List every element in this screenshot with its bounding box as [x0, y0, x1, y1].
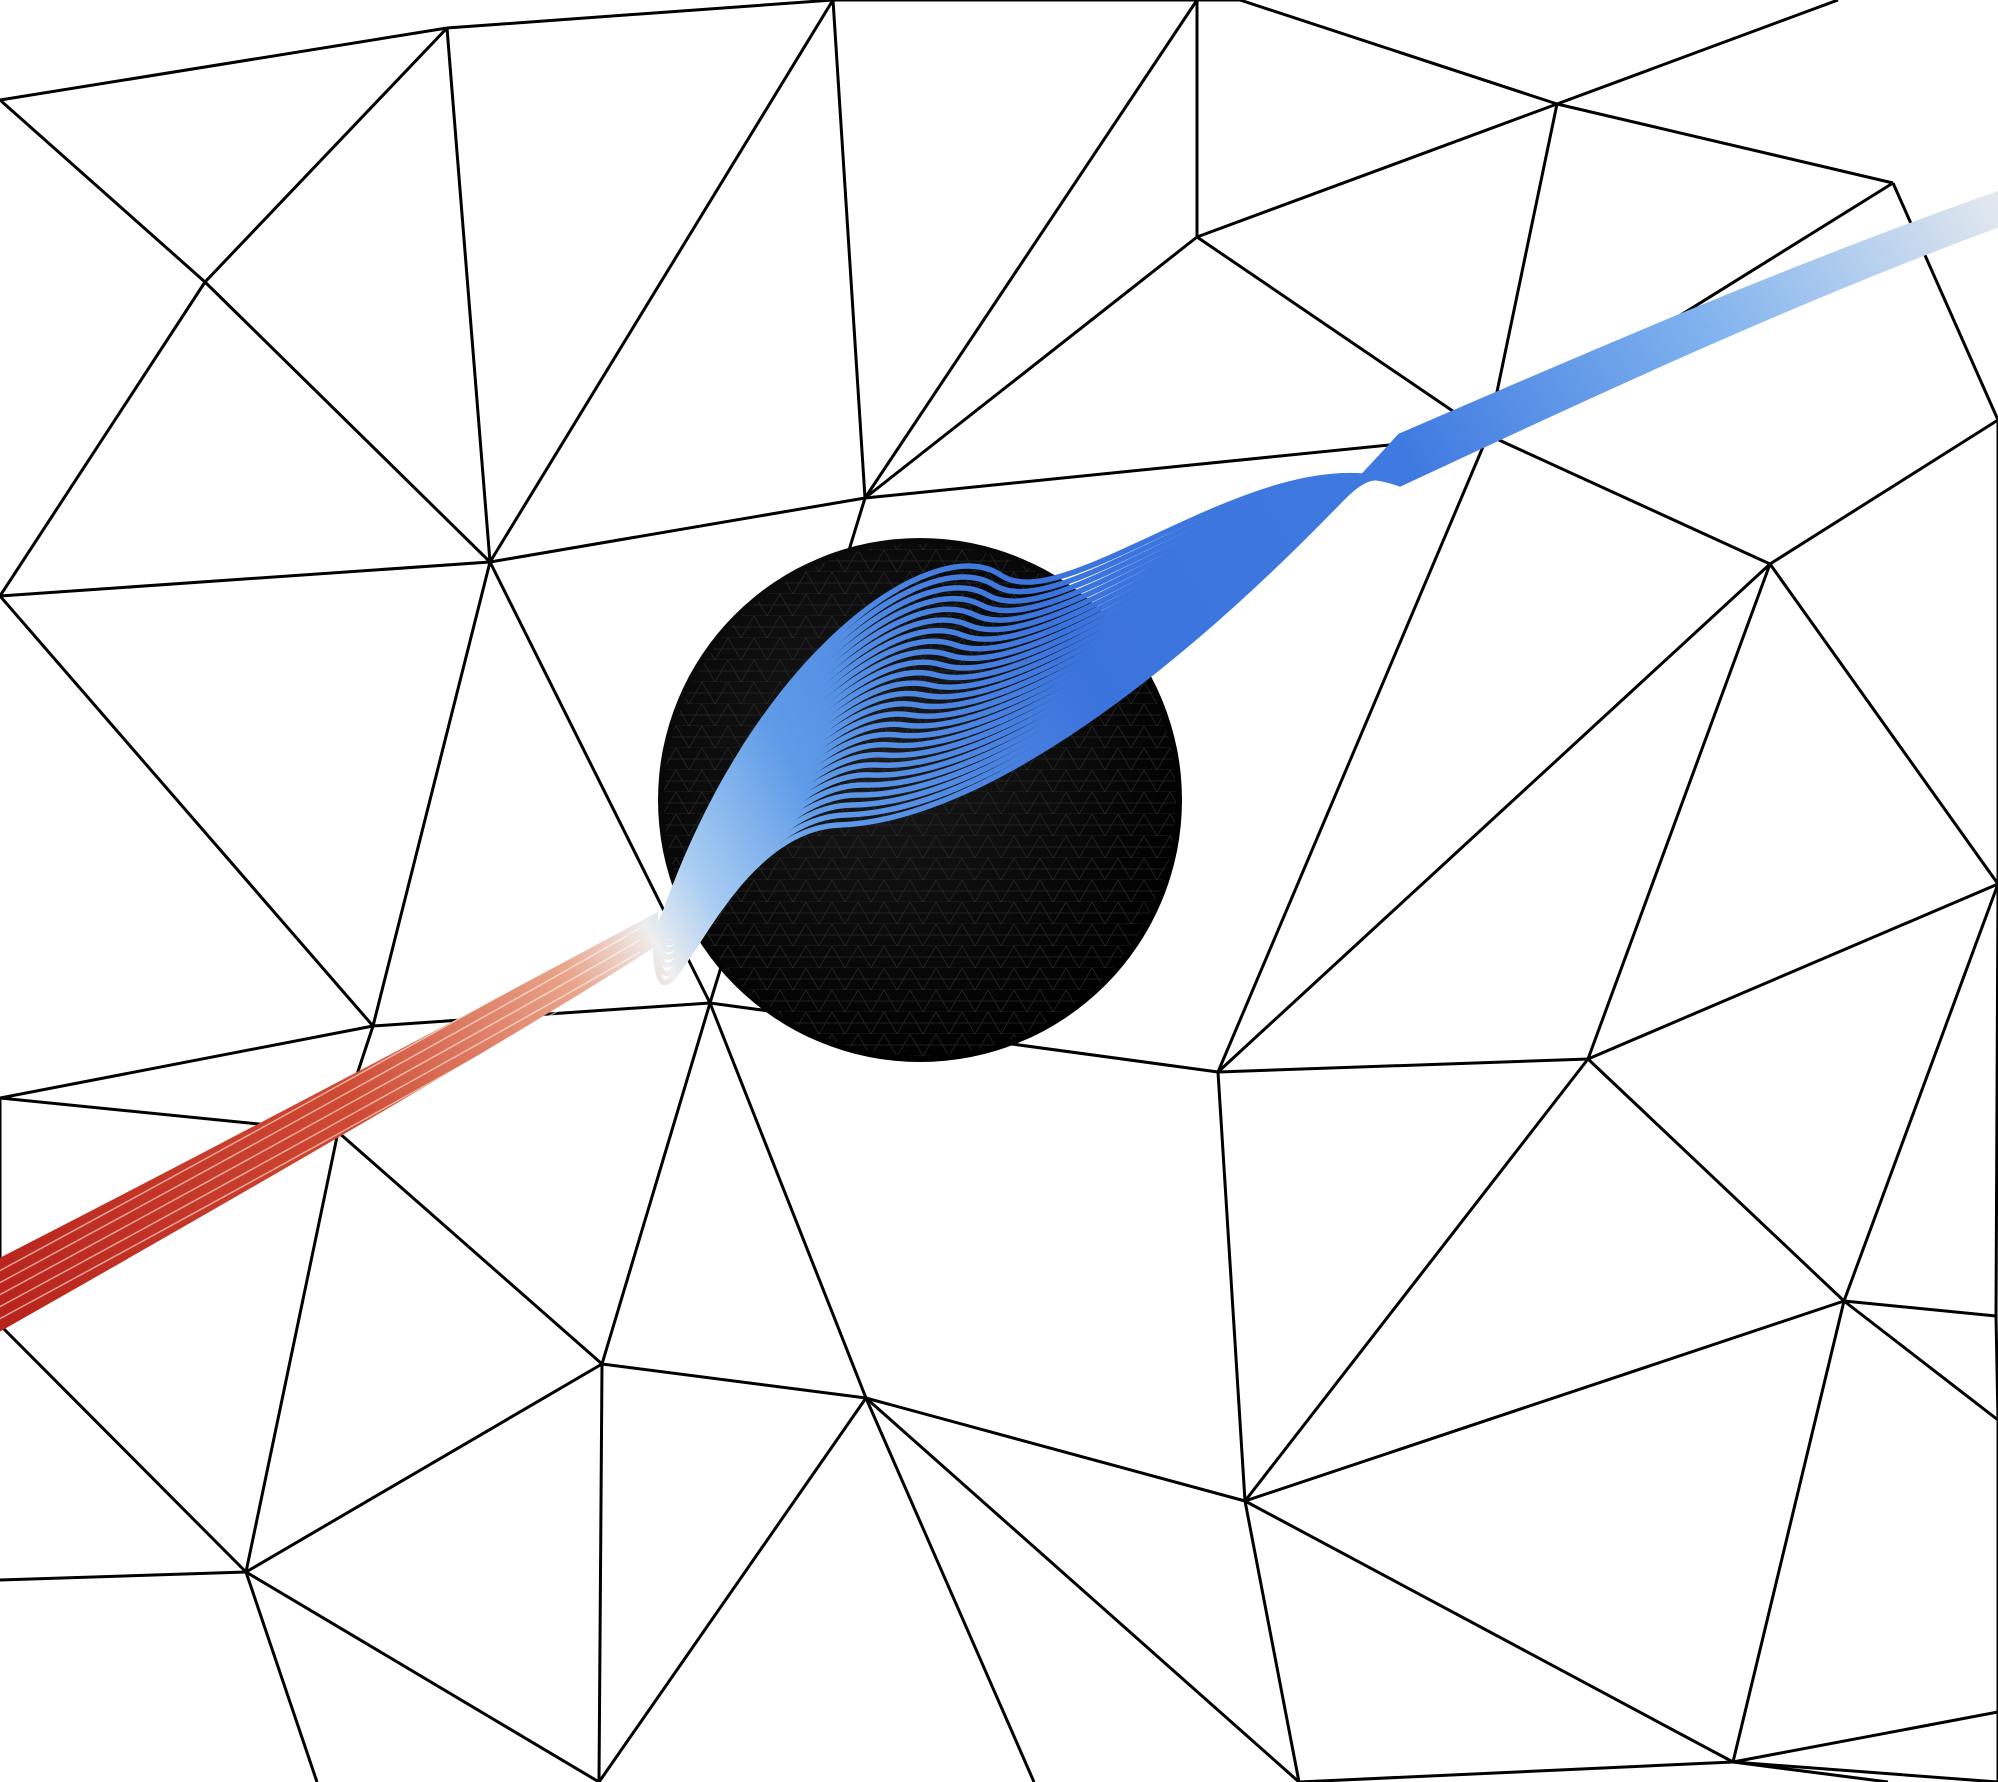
mesh-edge: [864, 1397, 1036, 1782]
streamline-highlight: [0, 927, 641, 1284]
mesh-edge: [244, 1131, 340, 1573]
mesh-edge: [1239, 0, 1558, 106]
streamline-highlight: [0, 939, 641, 1296]
mesh-edge: [1217, 1057, 1589, 1074]
mesh-edge: [1216, 1071, 1247, 1502]
mesh-edge: [1298, 1760, 1734, 1782]
mesh-edge: [1586, 563, 1772, 1060]
flow-streamlines: [0, 191, 1998, 1332]
mesh-edge: [446, 0, 834, 30]
mesh-edge: [0, 595, 375, 1027]
mesh-edge: [0, 560, 491, 598]
mesh-edge: [0, 98, 206, 284]
mesh-edge: [203, 280, 492, 564]
mesh-edge: [1244, 1299, 1845, 1503]
mesh-edge: [1587, 882, 1998, 1061]
mesh-edge: [245, 1362, 603, 1574]
streamline: [0, 221, 1998, 1332]
mesh-edge: [0, 26, 448, 102]
mesh-edge: [1768, 563, 1998, 885]
mesh-edge: [337, 1130, 603, 1366]
mesh-edge: [489, 496, 866, 564]
mesh-edge: [865, 1396, 1300, 1782]
mesh-edge: [0, 1570, 247, 1582]
mesh-edge: [0, 1024, 374, 1100]
mesh-edge: [831, 0, 867, 499]
mesh-edge: [865, 1396, 1246, 1503]
mesh-edge: [597, 1363, 604, 1782]
mesh-edge: [1244, 1499, 1734, 1764]
streamline-highlight: [0, 951, 641, 1308]
mesh-edge: [864, 433, 1489, 500]
mesh-edge: [1556, 102, 1894, 185]
mesh-edge: [864, 235, 1198, 500]
mesh-edge: [445, 27, 492, 563]
mesh-edge: [1216, 434, 1490, 1073]
mesh-edge: [1891, 182, 1998, 421]
mesh-edge: [1216, 562, 1772, 1074]
mesh-edge: [1556, 0, 1839, 106]
mesh-edge: [1487, 433, 1771, 566]
mesh-edge: [1196, 235, 1489, 437]
mesh-edge: [1243, 1500, 1301, 1782]
mesh-edge: [245, 1570, 600, 1782]
mesh-edge: [1732, 1710, 1998, 1764]
mesh-edge: [597, 1397, 868, 1782]
mesh-edge: [1843, 1299, 1997, 1318]
mesh-edge: [488, 0, 835, 563]
mesh-edge: [1732, 1760, 1998, 1782]
mesh-edge: [244, 1571, 319, 1782]
mesh-edge: [1843, 1299, 1998, 1422]
mesh-edge: [1486, 103, 1559, 436]
mesh-edge: [1731, 1300, 1846, 1763]
mesh-edge: [203, 26, 449, 284]
mesh-edge: [1769, 418, 1998, 566]
mesh-edge: [863, 0, 1199, 499]
mesh-edge: [1196, 102, 1558, 239]
mesh-edge: [0, 281, 207, 597]
mesh-edge: [1243, 1058, 1590, 1502]
mesh-edge: [371, 561, 492, 1027]
streamline-highlight: [0, 963, 641, 1320]
mesh-edge: [0, 1323, 248, 1574]
mesh-edge: [600, 1002, 712, 1365]
mesh-edge: [708, 1002, 868, 1399]
mesh-edge: [1586, 1057, 1846, 1303]
streamline-highlight: [0, 915, 641, 1272]
mesh-edge: [601, 1362, 867, 1400]
mesh-edge: [1842, 883, 1998, 1302]
